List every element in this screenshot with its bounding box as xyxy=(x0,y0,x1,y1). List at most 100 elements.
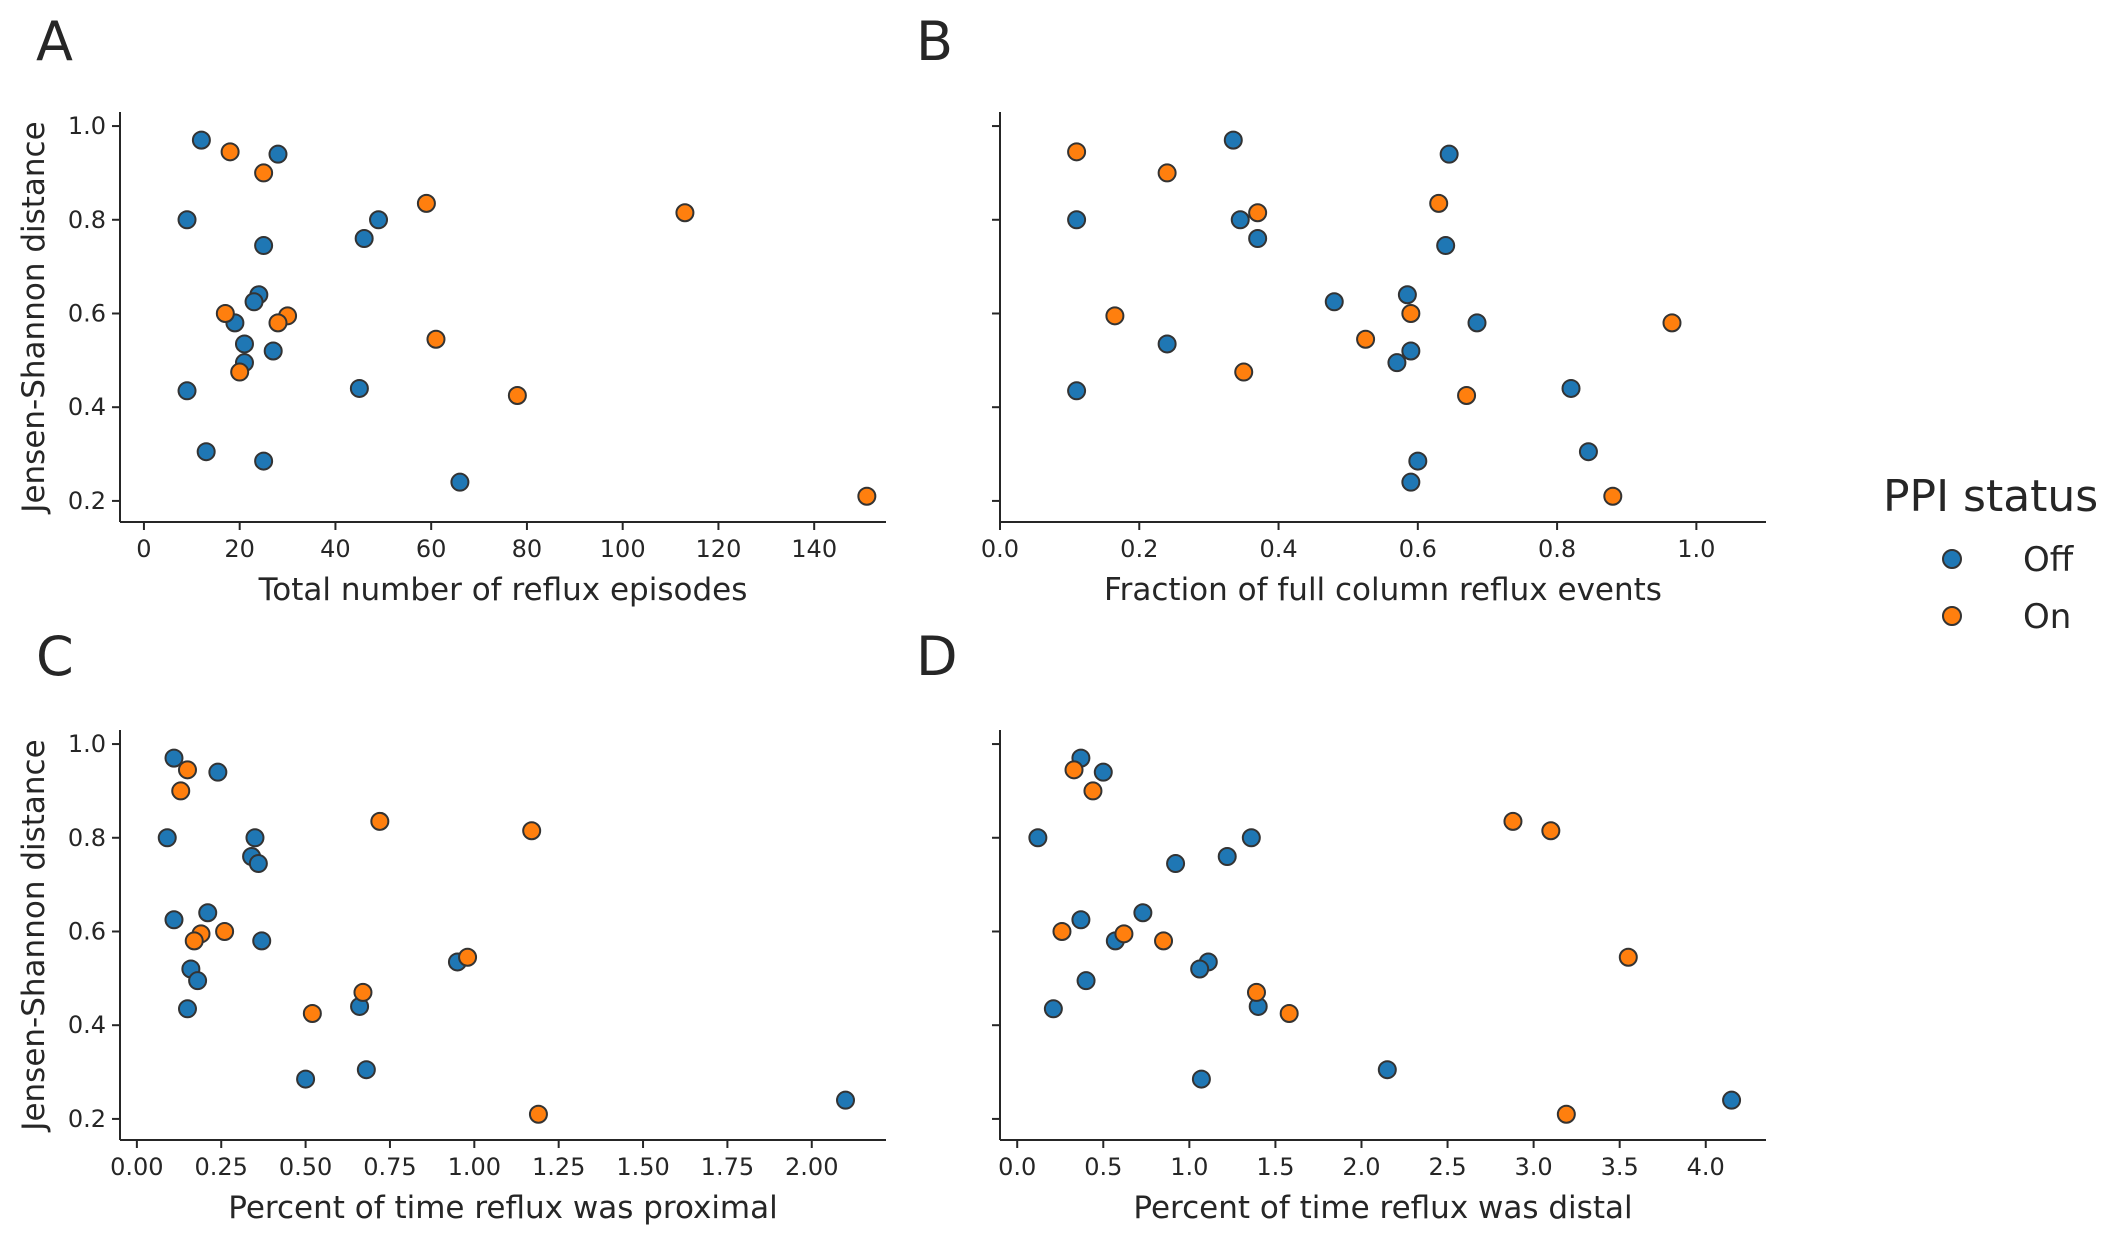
point-on xyxy=(1401,303,1421,323)
point-on xyxy=(1052,921,1072,941)
point-on xyxy=(1067,142,1087,162)
point-off xyxy=(245,828,265,848)
point-on xyxy=(220,142,240,162)
y-tick-label: 0.2 xyxy=(68,1105,106,1133)
point-off xyxy=(1230,210,1250,230)
point-off xyxy=(1722,1090,1742,1110)
x-tick-label: 2.0 xyxy=(1342,1153,1380,1181)
point-off xyxy=(349,378,369,398)
point-on xyxy=(1429,193,1449,213)
y-tick-label: 1.0 xyxy=(68,730,106,758)
series-on xyxy=(171,760,548,1124)
x-tick-label: 0.50 xyxy=(279,1153,332,1181)
x-tick-label: 20 xyxy=(224,535,255,563)
point-off xyxy=(198,903,218,923)
x-tick-label: 0.8 xyxy=(1538,535,1576,563)
point-off xyxy=(1467,313,1487,333)
point-on xyxy=(254,163,274,183)
x-tick-label: 0.0 xyxy=(981,535,1019,563)
point-off xyxy=(369,210,389,230)
x-tick-label: 1.0 xyxy=(1677,535,1715,563)
point-on xyxy=(1234,362,1254,382)
y-axis-label: Jensen-Shannon distance xyxy=(16,121,52,514)
point-off xyxy=(164,748,184,768)
x-tick-label: 1.00 xyxy=(448,1153,501,1181)
panel-letter-c: C xyxy=(36,625,74,688)
point-off xyxy=(268,144,288,164)
series-on xyxy=(1067,142,1682,506)
point-off xyxy=(157,828,177,848)
point-off xyxy=(1387,353,1407,373)
y-tick-label: 0.2 xyxy=(68,487,106,515)
x-tick-label: 1.50 xyxy=(616,1153,669,1181)
point-on xyxy=(177,760,197,780)
point-off xyxy=(1241,828,1261,848)
point-on xyxy=(416,193,436,213)
point-off xyxy=(188,971,208,991)
point-off xyxy=(1248,229,1268,249)
x-tick-label: 1.0 xyxy=(1170,1153,1208,1181)
point-on xyxy=(1114,924,1134,944)
point-off xyxy=(177,210,197,230)
x-tick-label: 0.75 xyxy=(363,1153,416,1181)
point-on xyxy=(1503,811,1523,831)
point-on xyxy=(1603,486,1623,506)
point-on xyxy=(1556,1104,1576,1124)
x-tick-label: 120 xyxy=(696,535,742,563)
point-on xyxy=(1157,163,1177,183)
point-on xyxy=(1541,821,1561,841)
point-off xyxy=(1166,854,1186,874)
point-off xyxy=(263,341,283,361)
point-on xyxy=(171,781,191,801)
x-tick-label: 0 xyxy=(136,535,151,563)
panel-d: D 0.0 0.5 1.0 1.5 2.0 2.5 3.0 3.5 4.0 Percent of t… xyxy=(916,625,1766,1226)
x-tick-label: 3.0 xyxy=(1515,1153,1553,1181)
series-off xyxy=(1067,130,1598,492)
y-tick-label: 1.0 xyxy=(68,112,106,140)
point-on xyxy=(1356,329,1376,349)
legend-marker-off xyxy=(1942,549,1962,569)
panel-letter-d: D xyxy=(916,625,958,688)
y-tick-label: 0.4 xyxy=(68,1011,106,1039)
point-on xyxy=(1248,203,1268,223)
point-off xyxy=(1561,378,1581,398)
point-on xyxy=(522,821,542,841)
point-on xyxy=(302,1003,322,1023)
y-tick-label: 0.6 xyxy=(68,299,106,327)
point-off xyxy=(1397,285,1417,305)
point-on xyxy=(1662,313,1682,333)
legend-marker-on xyxy=(1942,606,1962,626)
point-off xyxy=(177,381,197,401)
point-on xyxy=(1279,1003,1299,1023)
x-axis-label: Fraction of full column reflux events xyxy=(1104,572,1662,608)
legend: PPI status Off On xyxy=(1883,471,2098,637)
x-tick-label: 0.25 xyxy=(195,1153,248,1181)
point-off xyxy=(836,1090,856,1110)
point-on xyxy=(184,931,204,951)
x-tick-label: 0.0 xyxy=(998,1153,1036,1181)
x-axis-label: Percent of time reflux was proximal xyxy=(228,1190,778,1226)
panel-letter-a: A xyxy=(36,10,73,73)
x-axis-label: Percent of time reflux was distal xyxy=(1133,1190,1632,1226)
point-on xyxy=(353,982,373,1002)
legend-title: PPI status xyxy=(1883,471,2098,522)
point-on xyxy=(458,947,478,967)
point-off xyxy=(234,334,254,354)
point-on xyxy=(528,1104,548,1124)
point-off xyxy=(1133,903,1153,923)
x-tick-label: 0.6 xyxy=(1399,535,1437,563)
x-tick-label: 4.0 xyxy=(1687,1153,1725,1181)
point-off xyxy=(1067,210,1087,230)
point-on xyxy=(215,303,235,323)
point-on xyxy=(230,362,250,382)
point-off xyxy=(1067,381,1087,401)
point-on xyxy=(1105,306,1125,326)
x-tick-label: 0.2 xyxy=(1120,535,1158,563)
point-on xyxy=(1083,781,1103,801)
point-on xyxy=(1064,760,1084,780)
point-off xyxy=(1324,292,1344,312)
y-axis-label: Jensen-Shannon distance xyxy=(16,739,52,1132)
panel-b: B 0.0 0.2 0.4 0.6 0.8 1.0 Fraction of full colu… xyxy=(916,10,1766,608)
x-tick-label: 0.00 xyxy=(110,1153,163,1181)
